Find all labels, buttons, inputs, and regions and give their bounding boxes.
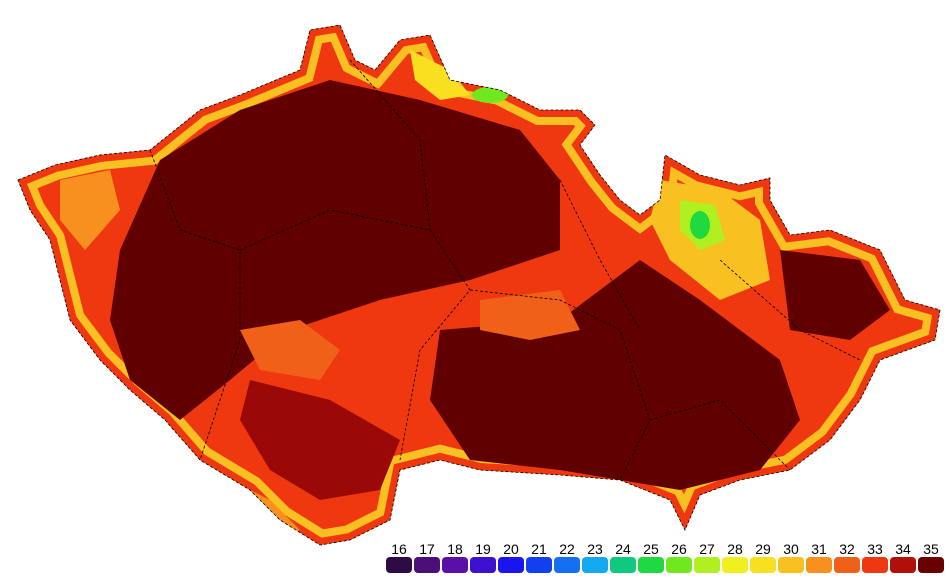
legend-swatch [890, 557, 916, 573]
legend-swatch [862, 557, 888, 573]
legend-label: 16 [391, 541, 407, 557]
legend-label: 26 [671, 541, 687, 557]
legend-label: 29 [755, 541, 771, 557]
legend-swatch [918, 557, 944, 573]
legend-label: 33 [867, 541, 883, 557]
legend: 16 17 18 19 20 21 22 23 24 25 26 27 28 29 30 31 32 33 34 35 [386, 541, 944, 573]
legend-swatch [582, 557, 608, 573]
legend-label: 23 [587, 541, 603, 557]
legend-swatch [470, 557, 496, 573]
legend-label: 34 [895, 541, 911, 557]
legend-swatch [554, 557, 580, 573]
legend-label: 25 [643, 541, 659, 557]
legend-label: 27 [699, 541, 715, 557]
legend-label: 20 [503, 541, 519, 557]
legend-swatch [834, 557, 860, 573]
legend-swatch [414, 557, 440, 573]
legend-swatch [666, 557, 692, 573]
legend-label: 17 [419, 541, 435, 557]
legend-swatch [638, 557, 664, 573]
legend-label: 35 [923, 541, 939, 557]
legend-swatch [442, 557, 468, 573]
legend-label: 31 [811, 541, 827, 557]
legend-label: 22 [559, 541, 575, 557]
legend-swatch [386, 557, 412, 573]
legend-swatch [526, 557, 552, 573]
legend-swatch [722, 557, 748, 573]
legend-label: 32 [839, 541, 855, 557]
legend-label: 19 [475, 541, 491, 557]
legend-label: 30 [783, 541, 799, 557]
legend-swatch [610, 557, 636, 573]
legend-label: 21 [531, 541, 547, 557]
legend-label: 18 [447, 541, 463, 557]
legend-swatch [778, 557, 804, 573]
legend-swatch [694, 557, 720, 573]
legend-swatch [750, 557, 776, 573]
region-borders [149, 59, 861, 481]
legend-label: 24 [615, 541, 631, 557]
legend-swatch [806, 557, 832, 573]
legend-swatch [498, 557, 524, 573]
legend-label: 28 [727, 541, 743, 557]
